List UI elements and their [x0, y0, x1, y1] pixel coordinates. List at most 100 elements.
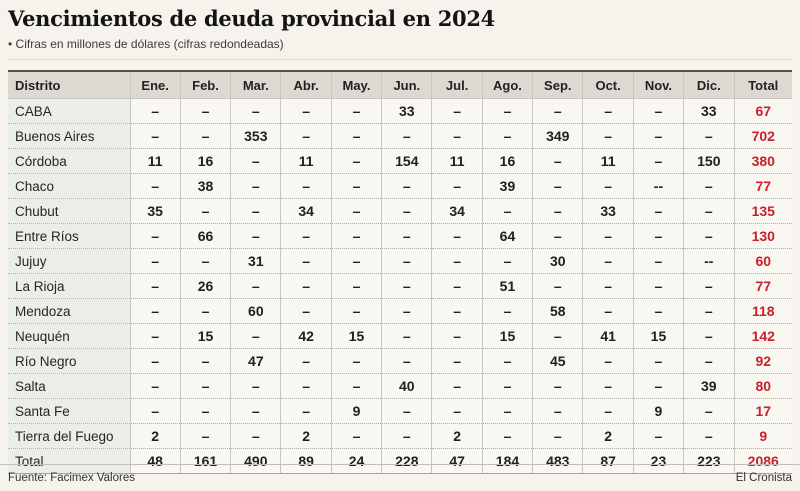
district-cell: Santa Fe: [8, 398, 130, 424]
value-cell: –: [280, 273, 332, 299]
value-cell: 15: [632, 323, 684, 349]
value-cell: –: [481, 98, 533, 124]
table-row: CABA – – – – –33– – – – –33 67: [8, 98, 792, 124]
value-cell: 11: [280, 148, 332, 174]
value-cell: 35: [129, 198, 181, 224]
value-cell: 11: [431, 148, 483, 174]
column-header-distrito: Distrito: [8, 70, 130, 99]
value-cell: –: [280, 223, 332, 249]
source-text: Fuente: Facimex Valores: [8, 472, 135, 484]
value-cell: 47: [230, 348, 281, 374]
value-cell: –: [532, 173, 583, 199]
value-cell: –: [481, 198, 533, 224]
value-cell: –: [582, 248, 634, 274]
value-cell: 66: [179, 223, 231, 249]
value-cell: 38: [179, 173, 231, 199]
debt-maturities-table: Distrito Ene. Feb. Mar. Abr. May. Jun. Jul. Ago.…: [8, 70, 792, 474]
row-total-cell: 142: [733, 323, 792, 349]
value-cell: –: [179, 348, 231, 374]
value-cell: –: [582, 298, 634, 324]
column-header-sep: Sep.: [532, 70, 583, 99]
table-row: Chaco –38– – – – –39– – -- –77: [8, 173, 792, 199]
value-cell: 24: [330, 448, 382, 474]
value-cell: –: [129, 248, 181, 274]
table-row: Buenos Aires – –353– – – – –349– – –702: [8, 123, 792, 149]
value-cell: –: [280, 398, 332, 424]
value-cell: 26: [179, 273, 231, 299]
district-cell: Salta: [8, 373, 130, 399]
value-cell: 33: [582, 198, 634, 224]
value-cell: –: [632, 148, 684, 174]
value-cell: –: [683, 123, 734, 149]
row-total-cell: 130: [733, 223, 792, 249]
value-cell: 31: [230, 248, 281, 274]
value-cell: 15: [179, 323, 231, 349]
value-cell: –: [431, 298, 483, 324]
value-cell: –: [179, 398, 231, 424]
value-cell: –: [230, 398, 281, 424]
value-cell: 33: [683, 98, 734, 124]
district-cell: CABA: [8, 98, 130, 124]
value-cell: –: [582, 98, 634, 124]
row-total-cell: 92: [733, 348, 792, 374]
value-cell: –: [381, 423, 432, 449]
credit-text: El Cronista: [735, 472, 792, 484]
table-row-total: Total 48 161 490 89 24 228 47 184 483 87 23 223 2086: [8, 448, 792, 474]
value-cell: –: [532, 198, 583, 224]
value-cell: 223: [683, 448, 734, 474]
value-cell: –: [330, 98, 382, 124]
value-cell: –: [280, 348, 332, 374]
column-header-feb: Feb.: [179, 70, 231, 99]
value-cell: 11: [129, 148, 181, 174]
value-cell: –: [481, 123, 533, 149]
value-cell: 41: [582, 323, 634, 349]
row-total-cell: 67: [733, 98, 792, 124]
column-header-ago: Ago.: [481, 70, 533, 99]
value-cell: 89: [280, 448, 332, 474]
value-cell: –: [532, 398, 583, 424]
value-cell: –: [381, 198, 432, 224]
value-cell: 161: [179, 448, 231, 474]
district-cell: Mendoza: [8, 298, 130, 324]
value-cell: –: [330, 248, 382, 274]
row-total-cell: 17: [733, 398, 792, 424]
district-cell: Total: [8, 448, 130, 474]
value-cell: 42: [280, 323, 332, 349]
table-row: Neuquén –15–42 15– –15–41 15–142: [8, 323, 792, 349]
value-cell: 30: [532, 248, 583, 274]
column-header-ene: Ene.: [129, 70, 181, 99]
value-cell: –: [683, 273, 734, 299]
value-cell: –: [632, 198, 684, 224]
row-total-cell: 135: [733, 198, 792, 224]
value-cell: –: [683, 173, 734, 199]
value-cell: 11: [582, 148, 634, 174]
value-cell: 39: [481, 173, 533, 199]
value-cell: –: [129, 223, 181, 249]
value-cell: –: [280, 98, 332, 124]
value-cell: 64: [481, 223, 533, 249]
value-cell: 2: [280, 423, 332, 449]
column-header-nov: Nov.: [632, 70, 684, 99]
value-cell: –: [129, 323, 181, 349]
column-header-jul: Jul.: [431, 70, 483, 99]
district-cell: Buenos Aires: [8, 123, 130, 149]
value-cell: –: [431, 323, 483, 349]
value-cell: –: [481, 248, 533, 274]
value-cell: –: [330, 348, 382, 374]
column-header-may: May.: [330, 70, 382, 99]
value-cell: –: [129, 373, 181, 399]
infographic: Vencimientos de deuda provincial en 2024…: [8, 6, 792, 474]
value-cell: –: [129, 123, 181, 149]
value-cell: –: [230, 148, 281, 174]
value-cell: –: [330, 198, 382, 224]
value-cell: –: [481, 348, 533, 374]
row-total-cell: 2086: [733, 448, 792, 474]
value-cell: –: [481, 398, 533, 424]
row-total-cell: 380: [733, 148, 792, 174]
value-cell: 40: [381, 373, 432, 399]
value-cell: –: [431, 173, 483, 199]
value-cell: –: [532, 148, 583, 174]
district-cell: Jujuy: [8, 248, 130, 274]
value-cell: –: [381, 248, 432, 274]
value-cell: –: [683, 298, 734, 324]
